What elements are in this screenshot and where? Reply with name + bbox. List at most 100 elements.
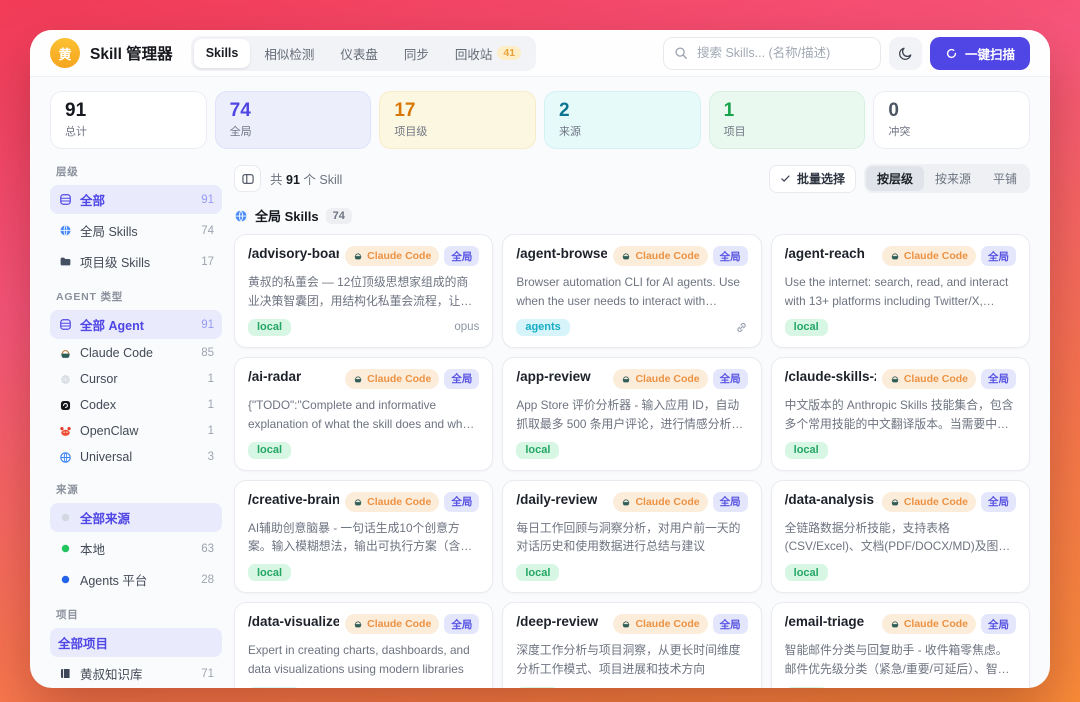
view-mode-button[interactable]: 平铺: [982, 166, 1028, 191]
sidebar-item-label: 全部: [80, 194, 106, 208]
claude-icon: [890, 619, 900, 629]
skill-card[interactable]: /deep-review Claude Code 全局 深度工作分析与项目洞察，…: [502, 602, 762, 688]
skill-description: AI辅助创意脑暴 - 一句话生成10个创意方案。输入模糊想法，输出可执行方案（含…: [248, 520, 473, 554]
skill-badges: Claude Code 全局: [613, 614, 748, 635]
claude-icon: [621, 619, 631, 629]
view-mode-button[interactable]: 按来源: [924, 166, 982, 191]
skill-badges: Claude Code 全局: [881, 246, 1016, 266]
book-icon: [58, 667, 72, 681]
sidebar-section: 层级 全部 91 全局 Skills 74 项目级 Skills 17: [50, 164, 222, 276]
sidebar-item[interactable]: 全部项目: [50, 628, 222, 657]
check-icon: [780, 173, 791, 184]
nav-tab[interactable]: 同步: [392, 39, 441, 68]
agent-badge-label: Claude Code: [367, 372, 432, 385]
view-mode-switcher: 按层级 按来源 平铺: [863, 164, 1030, 193]
scan-button[interactable]: 一键扫描: [929, 36, 1030, 70]
skill-badges: Claude Code 全局: [345, 368, 480, 389]
scope-badge: 全局: [712, 614, 748, 635]
skill-card[interactable]: /agent-browser Claude Code 全局 Browser au…: [502, 234, 762, 348]
skill-description: 中文版本的 Anthropic Skills 技能集合，包含多个常用技能的中文翻…: [784, 397, 1014, 431]
header-actions: 一键扫描: [662, 36, 1030, 70]
agent-badge: Claude Code: [345, 491, 440, 512]
sidebar-item-label: 黄叔知识库: [80, 668, 143, 682]
sidebar-item[interactable]: 全部来源: [50, 503, 222, 532]
stat-value: 0: [888, 100, 899, 121]
sidebar-item[interactable]: 黄叔知识库 71: [50, 659, 222, 688]
scope-badge: 全局: [444, 368, 480, 389]
sidebar-item[interactable]: Claude Code 85: [50, 341, 222, 365]
source-tag: local: [248, 441, 292, 459]
scope-badge: 全局: [981, 491, 1016, 512]
skill-card[interactable]: /advisory-board Claude Code 全局 黄叔的私董会 — …: [234, 234, 494, 348]
sidebar-item[interactable]: 全部 Agent 91: [50, 310, 222, 339]
sidebar-item[interactable]: 全部 91: [50, 185, 222, 214]
agent-badge: Claude Code: [881, 614, 976, 635]
skill-card[interactable]: /data-visualizer Claude Code 全局 Expert i…: [234, 602, 494, 688]
sidebar-item[interactable]: 本地 63: [50, 534, 222, 563]
sidebar-section-title: 层级: [56, 166, 79, 178]
dot-blue-icon: [58, 573, 72, 587]
skill-card-footer: agents: [516, 311, 747, 336]
agent-badge-label: Claude Code: [903, 618, 968, 631]
search-box[interactable]: [662, 36, 881, 70]
skill-card[interactable]: /claude-skills-zh-cn Claude Code 全局 中文版本…: [770, 356, 1030, 471]
sidebar-item-label: 全部来源: [80, 512, 131, 526]
skill-card-footer: local: [784, 311, 1016, 336]
skill-description: Browser automation CLI for AI agents. Us…: [516, 275, 740, 308]
skill-card[interactable]: /app-review Claude Code 全局 App Store 评价分…: [502, 356, 762, 471]
skill-badges: Claude Code 全局: [613, 246, 748, 266]
nav-tabs: Skills 相似检测 仪表盘 同步 回收站 41: [190, 35, 537, 71]
skill-card-header: /data-visualizer Claude Code 全局: [248, 614, 480, 635]
skill-card[interactable]: /agent-reach Claude Code 全局 Use the inte…: [770, 234, 1030, 348]
agent-badge: Claude Code: [613, 614, 708, 635]
moon-icon: [898, 46, 913, 61]
skill-card-header: /app-review Claude Code 全局: [516, 368, 748, 389]
skill-title: /agent-reach: [784, 246, 865, 261]
nav-tab[interactable]: 仪表盘: [328, 39, 390, 68]
nav-tab[interactable]: Skills: [193, 38, 251, 68]
sidebar-item[interactable]: Cursor 1: [50, 367, 222, 391]
skill-card-footer: local: [784, 556, 1016, 582]
sidebar: 层级 全部 91 全局 Skills 74 项目级 Skills 17 AGEN…: [50, 161, 222, 688]
skill-card-header: /claude-skills-zh-cn Claude Code 全局: [785, 368, 1016, 389]
claude-icon: [621, 251, 631, 261]
skill-card[interactable]: /data-analysis Claude Code 全局 全链路数据分析技能，…: [770, 479, 1030, 594]
nav-tab[interactable]: 相似检测: [252, 39, 326, 68]
view-mode-button[interactable]: 按层级: [865, 166, 924, 191]
sidebar-item[interactable]: Agents 平台 28: [50, 565, 222, 594]
search-input[interactable]: [694, 45, 870, 61]
sidebar-item[interactable]: Codex 1: [50, 393, 222, 417]
globe-icon: [58, 224, 72, 238]
skill-title: /creative-brainstorm: [248, 491, 340, 507]
stat-value: 91: [65, 100, 87, 121]
skill-card[interactable]: /email-triage Claude Code 全局 智能邮件分类与回复助手…: [770, 602, 1030, 688]
sidebar-item[interactable]: Universal 3: [50, 445, 222, 469]
skill-badges: Claude Code 全局: [613, 368, 748, 389]
theme-toggle-button[interactable]: [888, 36, 922, 70]
skill-card[interactable]: /creative-brainstorm Claude Code 全局 AI辅助…: [234, 479, 494, 594]
sidebar-item[interactable]: 全局 Skills 74: [50, 216, 222, 245]
sidebar-item-label: 全局 Skills: [80, 225, 138, 239]
sidebar-item[interactable]: OpenClaw 1: [50, 419, 222, 443]
skill-card-header: /ai-radar Claude Code 全局: [248, 368, 480, 389]
panel-toggle-button[interactable]: [234, 165, 261, 192]
sidebar-item-label: 本地: [80, 543, 106, 557]
skill-card[interactable]: /ai-radar Claude Code 全局 {"TODO":"Comple…: [234, 356, 494, 471]
agent-badge: Claude Code: [613, 491, 708, 512]
agent-badge-label: Claude Code: [635, 495, 700, 508]
universal-icon: [58, 450, 72, 464]
sidebar-item[interactable]: 项目级 Skills 17: [50, 247, 222, 276]
skill-title: /email-triage: [784, 614, 865, 630]
skill-card-footer: local opus: [248, 311, 479, 336]
scope-badge: 全局: [981, 368, 1016, 389]
skill-card[interactable]: /daily-review Claude Code 全局 每日工作回顾与洞察分析…: [502, 479, 762, 594]
model-label: opus: [454, 321, 480, 334]
skill-card-footer: agents: [248, 679, 479, 688]
nav-tab-label: 同步: [403, 47, 429, 62]
nav-tab[interactable]: 回收站 41: [443, 39, 533, 68]
batch-select-button[interactable]: 批量选择: [768, 164, 856, 193]
layers-icon: [58, 318, 72, 332]
sidebar-item-count: 74: [201, 224, 214, 237]
source-tag: local: [784, 318, 828, 336]
claude-icon: [890, 251, 900, 261]
